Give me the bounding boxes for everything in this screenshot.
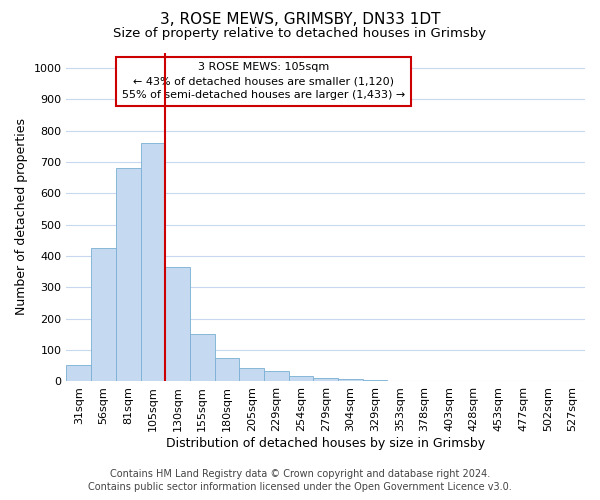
Bar — [116, 168, 140, 382]
Bar — [67, 365, 91, 382]
Text: 3 ROSE MEWS: 105sqm
← 43% of detached houses are smaller (1,120)
55% of semi-det: 3 ROSE MEWS: 105sqm ← 43% of detached ho… — [122, 62, 405, 100]
Bar — [140, 144, 165, 382]
Bar — [190, 334, 215, 382]
Bar — [388, 380, 412, 382]
X-axis label: Distribution of detached houses by size in Grimsby: Distribution of detached houses by size … — [166, 437, 485, 450]
Y-axis label: Number of detached properties: Number of detached properties — [15, 118, 28, 316]
Bar — [313, 378, 338, 382]
Text: 3, ROSE MEWS, GRIMSBY, DN33 1DT: 3, ROSE MEWS, GRIMSBY, DN33 1DT — [160, 12, 440, 28]
Bar — [412, 381, 437, 382]
Bar — [91, 248, 116, 382]
Bar — [264, 372, 289, 382]
Bar — [239, 368, 264, 382]
Bar — [215, 358, 239, 382]
Text: Contains HM Land Registry data © Crown copyright and database right 2024.
Contai: Contains HM Land Registry data © Crown c… — [88, 470, 512, 492]
Text: Size of property relative to detached houses in Grimsby: Size of property relative to detached ho… — [113, 28, 487, 40]
Bar — [338, 379, 363, 382]
Bar — [165, 267, 190, 382]
Bar — [289, 376, 313, 382]
Bar — [363, 380, 388, 382]
